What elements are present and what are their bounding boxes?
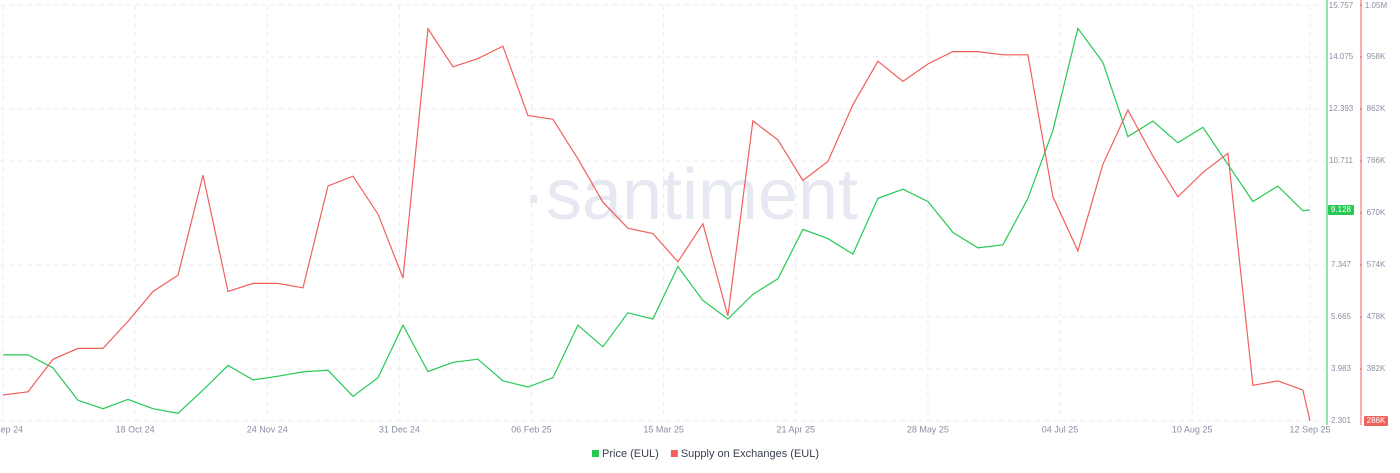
series-line [3, 27, 1311, 414]
y-tick-label: 7.347 [1331, 260, 1352, 269]
x-tick-label: 21 Apr 25 [777, 424, 816, 434]
y2-tick-label: 1.05M [1365, 1, 1388, 10]
x-tick-label: 12 Sep 25 [1289, 424, 1330, 434]
y-tick-label: 10.711 [1329, 156, 1353, 165]
y2-tick-label: 382K [1367, 364, 1386, 373]
last-value-label: 286K [1367, 416, 1386, 425]
legend-label: Price (EUL) [602, 448, 659, 460]
legend-swatch [670, 450, 678, 457]
x-tick-label: 15 Mar 25 [643, 424, 684, 434]
last-value-label: 9.128 [1331, 205, 1352, 214]
x-tick-label: 18 Oct 24 [116, 424, 155, 434]
x-tick-label: 28 May 25 [907, 424, 949, 434]
legend-swatch [592, 450, 599, 457]
y-tick-label: 12.393 [1329, 104, 1354, 113]
y-tick-label: 5.665 [1331, 312, 1352, 321]
y-tick-label: 15.757 [1329, 1, 1354, 10]
last-value-badge [1328, 204, 1354, 215]
y2-tick-label: 766K [1367, 156, 1386, 165]
x-tick-label: 04 Jul 25 [1042, 424, 1079, 434]
last-value-badge [1364, 416, 1388, 426]
y-tick-label: 3.983 [1331, 364, 1352, 373]
series-line [2, 27, 1311, 422]
y2-tick-label: 574K [1367, 260, 1386, 269]
y2-tick-label: 958K [1367, 52, 1386, 61]
x-tick-label: 31 Dec 24 [379, 424, 420, 434]
y2-tick-label: 862K [1367, 104, 1386, 113]
y2-tick-label: 478K [1367, 312, 1386, 321]
x-tick-label: 24 Nov 24 [247, 424, 288, 434]
watermark: ·santiment [522, 155, 858, 235]
legend-label: Supply on Exchanges (EUL) [681, 448, 819, 460]
y2-tick-label: 670K [1367, 208, 1386, 217]
x-tick-label: 06 Feb 25 [511, 424, 552, 434]
y-tick-label: 2.301 [1331, 416, 1352, 425]
x-tick-label: 10 Aug 25 [1172, 424, 1213, 434]
y-tick-label: 14.075 [1329, 52, 1354, 61]
x-tick-label: 11 Sep 24 [0, 424, 23, 434]
